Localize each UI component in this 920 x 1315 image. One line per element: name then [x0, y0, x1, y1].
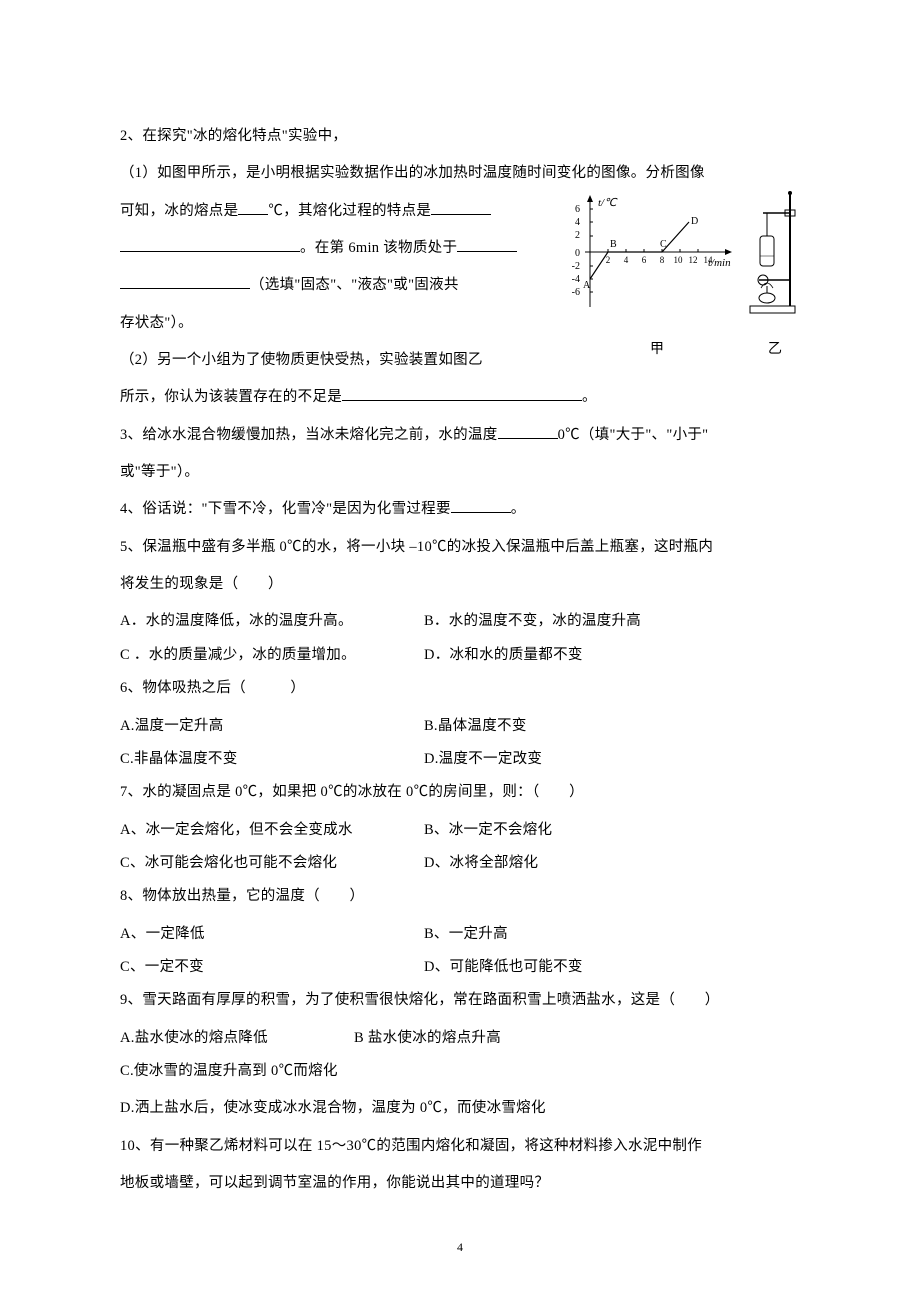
- svg-text:-2: -2: [572, 261, 580, 272]
- q8-row1: A、一定降低 B、一定升高: [120, 918, 800, 951]
- q7-row2: C、冰可能会熔化也可能不会熔化 D、冰将全部熔化: [120, 847, 800, 880]
- svg-text:6: 6: [642, 255, 647, 265]
- apparatus-yi: [745, 188, 800, 318]
- q9-optB: B 盐水使冰的熔点升高: [354, 1030, 501, 1046]
- svg-text:B: B: [610, 239, 617, 250]
- q6-row2: C.非晶体温度不变 D.温度不一定改变: [120, 743, 800, 776]
- q5-optB: B．水的温度不变，冰的温度升高: [424, 605, 641, 638]
- q7-optA: A、冰一定会熔化，但不会全变成水: [120, 814, 420, 847]
- q5-stem2: 将发生的现象是（ ）: [120, 568, 800, 601]
- q7-optB: B、冰一定不会熔化: [424, 814, 552, 847]
- q6-row1: A.温度一定升高 B.晶体温度不变: [120, 710, 800, 743]
- q3b: 0℃（填"大于"、"小于": [558, 427, 709, 443]
- svg-text:8: 8: [660, 255, 665, 265]
- q6-optD: D.温度不一定改变: [424, 743, 542, 776]
- chart-jia: t/℃ t/min 6 4 2 0 -2 -4 -6 2 4 6 8 10 12…: [560, 192, 740, 322]
- q8-optC: C、一定不变: [120, 951, 420, 984]
- q7-row1: A、冰一定会熔化，但不会全变成水 B、冰一定不会熔化: [120, 814, 800, 847]
- page-content: t/℃ t/min 6 4 2 0 -2 -4 -6 2 4 6 8 10 12…: [0, 0, 920, 1315]
- q9-stem: 9、雪天路面有厚厚的积雪，为了使积雪很快熔化，常在路面积雪上喷洒盐水，这是（ ）: [120, 984, 800, 1017]
- page-number: 4: [120, 1240, 800, 1255]
- q5-row2: C ．水的质量减少，冰的质量增加。 D．冰和水的质量都不变: [120, 639, 800, 672]
- q4-line: 4、俗话说："下雪不冷，化雪冷"是因为化雪过程要 。: [120, 493, 800, 526]
- figure-container: t/℃ t/min 6 4 2 0 -2 -4 -6 2 4 6 8 10 12…: [560, 192, 800, 332]
- q8-optA: A、一定降低: [120, 918, 420, 951]
- q2-part2-line2: 所示，你认为该装置存在的不足是 。: [120, 381, 800, 414]
- svg-text:-6: -6: [572, 287, 580, 298]
- svg-text:t/℃: t/℃: [598, 197, 618, 209]
- q6-optC: C.非晶体温度不变: [120, 743, 420, 776]
- svg-text:12: 12: [689, 255, 698, 265]
- svg-text:D: D: [691, 216, 698, 227]
- q9-optC: C.使冰雪的温度升高到 0℃而熔化: [120, 1055, 800, 1088]
- q9-optA: A.盐水使冰的熔点降低: [120, 1022, 350, 1055]
- q5-optA: A．水的温度降低，冰的温度升高。: [120, 605, 420, 638]
- q2-part1c: ℃，其熔化过程的特点是: [268, 203, 431, 219]
- svg-text:A: A: [583, 280, 591, 291]
- svg-text:2: 2: [606, 255, 611, 265]
- caption-yi: 乙: [768, 338, 782, 358]
- q10a: 10、有一种聚乙烯材料可以在 15～30℃的范围内熔化和凝固，将这种材料掺入水泥…: [120, 1130, 800, 1163]
- q2-part2c: 。: [582, 389, 597, 405]
- q8-optD: D、可能降低也可能不变: [424, 951, 583, 984]
- blank: [451, 499, 511, 513]
- blank: [238, 201, 268, 215]
- q8-optB: B、一定升高: [424, 918, 508, 951]
- caption-jia: 甲: [650, 338, 664, 358]
- q6-optB: B.晶体温度不变: [424, 710, 527, 743]
- svg-text:10: 10: [674, 255, 684, 265]
- q5-optD: D．冰和水的质量都不变: [424, 639, 583, 672]
- q2-part1e: （选填"固态"、"液态"或"固液共: [250, 277, 459, 293]
- q7-stem: 7、水的凝固点是 0℃，如果把 0℃的冰放在 0℃的房间里，则：（ ）: [120, 776, 800, 809]
- q7-optC: C、冰可能会熔化也可能不会熔化: [120, 847, 420, 880]
- blank: [120, 275, 250, 289]
- svg-text:4: 4: [575, 217, 580, 228]
- svg-text:C: C: [660, 239, 667, 250]
- q2-part2a: （2）另一个小组为了使物质更快受热，实验装置如图乙: [120, 344, 800, 377]
- q3a: 3、给冰水混合物缓慢加热，当冰未熔化完之前，水的温度: [120, 427, 498, 443]
- q2-part1b: 可知，冰的熔点是: [120, 203, 238, 219]
- blank: [120, 238, 300, 252]
- svg-text:14: 14: [704, 255, 714, 265]
- svg-text:4: 4: [624, 255, 629, 265]
- q4b: 。: [511, 501, 526, 517]
- svg-text:0: 0: [575, 248, 580, 259]
- q5-optC: C ．水的质量减少，冰的质量增加。: [120, 639, 420, 672]
- q9-optD: D.洒上盐水后，使冰变成冰水混合物，温度为 0℃，而使冰雪熔化: [120, 1092, 800, 1125]
- q3-line1: 3、给冰水混合物缓慢加热，当冰未熔化完之前，水的温度 0℃（填"大于"、"小于": [120, 419, 800, 452]
- svg-text:6: 6: [575, 204, 580, 215]
- q3c: 或"等于"）。: [120, 456, 800, 489]
- q8-stem: 8、物体放出热量，它的温度（ ）: [120, 880, 800, 913]
- blank: [342, 387, 582, 401]
- q2-part1d: 。在第 6min 该物质处于: [300, 240, 457, 256]
- q7-optD: D、冰将全部熔化: [424, 847, 538, 880]
- q4a: 4、俗话说："下雪不冷，化雪冷"是因为化雪过程要: [120, 501, 451, 517]
- q8-row2: C、一定不变 D、可能降低也可能不变: [120, 951, 800, 984]
- q6-stem: 6、物体吸热之后（ ）: [120, 672, 800, 705]
- q5-row1: A．水的温度降低，冰的温度升高。 B．水的温度不变，冰的温度升高: [120, 605, 800, 638]
- q10b: 地板或墙壁，可以起到调节室温的作用，你能说出其中的道理吗？: [120, 1167, 800, 1200]
- q2-part1a: （1）如图甲所示，是小明根据实验数据作出的冰加热时温度随时间变化的图像。分析图像: [120, 157, 800, 190]
- blank: [457, 238, 517, 252]
- q2-part2b: 所示，你认为该装置存在的不足是: [120, 389, 342, 405]
- blank: [431, 201, 491, 215]
- q2-stem: 2、在探究"冰的熔化特点"实验中，: [120, 120, 800, 153]
- svg-text:2: 2: [575, 230, 580, 241]
- blank: [498, 425, 558, 439]
- q6-optA: A.温度一定升高: [120, 710, 420, 743]
- q9-row1: A.盐水使冰的熔点降低 B 盐水使冰的熔点升高: [120, 1022, 800, 1055]
- q5-stem: 5、保温瓶中盛有多半瓶 0℃的水，将一小块 –10℃的冰投入保温瓶中后盖上瓶塞，…: [120, 531, 800, 564]
- svg-text:-4: -4: [572, 274, 580, 285]
